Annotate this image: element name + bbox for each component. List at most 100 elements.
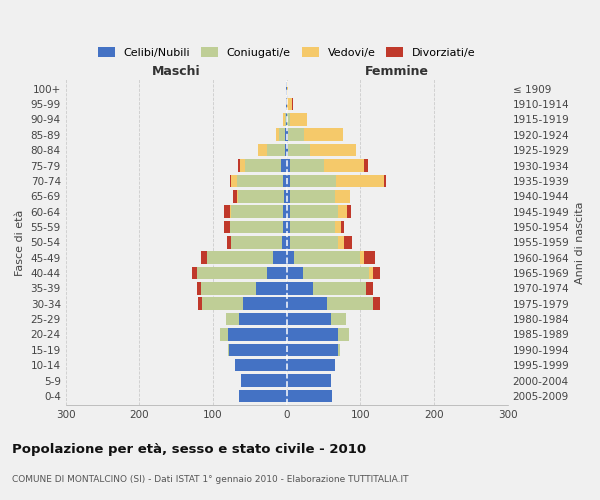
Bar — [238, 174, 283, 187]
Bar — [287, 206, 290, 218]
Bar — [232, 206, 283, 218]
Bar — [286, 98, 287, 110]
Bar — [344, 236, 352, 248]
Bar — [290, 236, 338, 248]
Text: Femmine: Femmine — [365, 65, 429, 78]
Bar — [287, 298, 327, 310]
Bar — [287, 98, 292, 110]
Bar — [373, 266, 380, 280]
Bar — [290, 206, 338, 218]
Bar — [227, 236, 231, 248]
Bar — [290, 113, 307, 126]
Bar — [294, 252, 361, 264]
Bar — [287, 220, 290, 234]
Bar — [245, 159, 281, 172]
Bar — [197, 282, 200, 294]
Bar — [287, 359, 335, 372]
Bar — [267, 266, 287, 280]
Bar — [287, 236, 290, 248]
Bar — [290, 174, 336, 187]
Bar — [267, 144, 285, 156]
Bar — [338, 328, 349, 341]
Bar — [303, 266, 369, 280]
Bar — [287, 390, 332, 402]
Bar — [193, 266, 197, 280]
Bar — [338, 206, 347, 218]
Bar — [284, 190, 287, 202]
Bar — [287, 328, 338, 341]
Bar — [226, 313, 239, 326]
Y-axis label: Fasce di età: Fasce di età — [15, 209, 25, 276]
Bar — [365, 282, 373, 294]
Bar — [283, 220, 287, 234]
Bar — [373, 298, 380, 310]
Bar — [287, 374, 331, 387]
Bar — [287, 252, 294, 264]
Bar — [224, 206, 230, 218]
Bar — [331, 313, 346, 326]
Bar — [286, 82, 287, 95]
Bar — [364, 252, 375, 264]
Bar — [323, 159, 364, 172]
Bar — [233, 190, 236, 202]
Bar — [313, 282, 365, 294]
Bar — [207, 252, 274, 264]
Bar — [341, 220, 344, 234]
Bar — [236, 190, 238, 202]
Bar — [242, 298, 287, 310]
Text: Maschi: Maschi — [152, 65, 200, 78]
Bar — [258, 144, 267, 156]
Bar — [290, 190, 335, 202]
Bar — [283, 236, 287, 248]
Bar — [197, 266, 267, 280]
Text: Popolazione per età, sesso e stato civile - 2010: Popolazione per età, sesso e stato civil… — [12, 442, 366, 456]
Bar — [285, 144, 287, 156]
Bar — [292, 98, 293, 110]
Bar — [288, 128, 304, 141]
Bar — [239, 159, 245, 172]
Bar — [229, 344, 287, 356]
Bar — [220, 328, 228, 341]
Bar — [384, 174, 386, 187]
Bar — [274, 252, 287, 264]
Bar — [281, 159, 287, 172]
Bar — [287, 82, 288, 95]
Bar — [290, 159, 323, 172]
Bar — [280, 128, 285, 141]
Bar — [230, 206, 232, 218]
Bar — [287, 113, 290, 126]
Bar — [228, 328, 287, 341]
Bar — [369, 266, 373, 280]
Bar — [231, 236, 283, 248]
Bar — [287, 266, 303, 280]
Bar — [230, 220, 283, 234]
Bar — [287, 282, 313, 294]
Bar — [283, 206, 287, 218]
Bar — [287, 128, 288, 141]
Bar — [285, 128, 287, 141]
Bar — [287, 313, 331, 326]
Bar — [283, 113, 284, 126]
Bar — [286, 113, 287, 126]
Bar — [284, 113, 286, 126]
Y-axis label: Anni di nascita: Anni di nascita — [575, 201, 585, 283]
Bar — [338, 236, 344, 248]
Bar — [287, 144, 288, 156]
Bar — [232, 174, 238, 187]
Bar — [304, 128, 343, 141]
Bar — [287, 174, 290, 187]
Bar — [290, 220, 335, 234]
Bar — [287, 159, 290, 172]
Bar — [336, 174, 384, 187]
Bar — [327, 298, 373, 310]
Legend: Celibi/Nubili, Coniugati/e, Vedovi/e, Divorziati/e: Celibi/Nubili, Coniugati/e, Vedovi/e, Di… — [94, 42, 480, 62]
Bar — [347, 206, 351, 218]
Bar — [241, 374, 287, 387]
Bar — [228, 344, 229, 356]
Bar — [338, 344, 340, 356]
Bar — [364, 159, 368, 172]
Bar — [287, 344, 338, 356]
Bar — [202, 298, 242, 310]
Bar — [239, 390, 287, 402]
Bar — [238, 190, 284, 202]
